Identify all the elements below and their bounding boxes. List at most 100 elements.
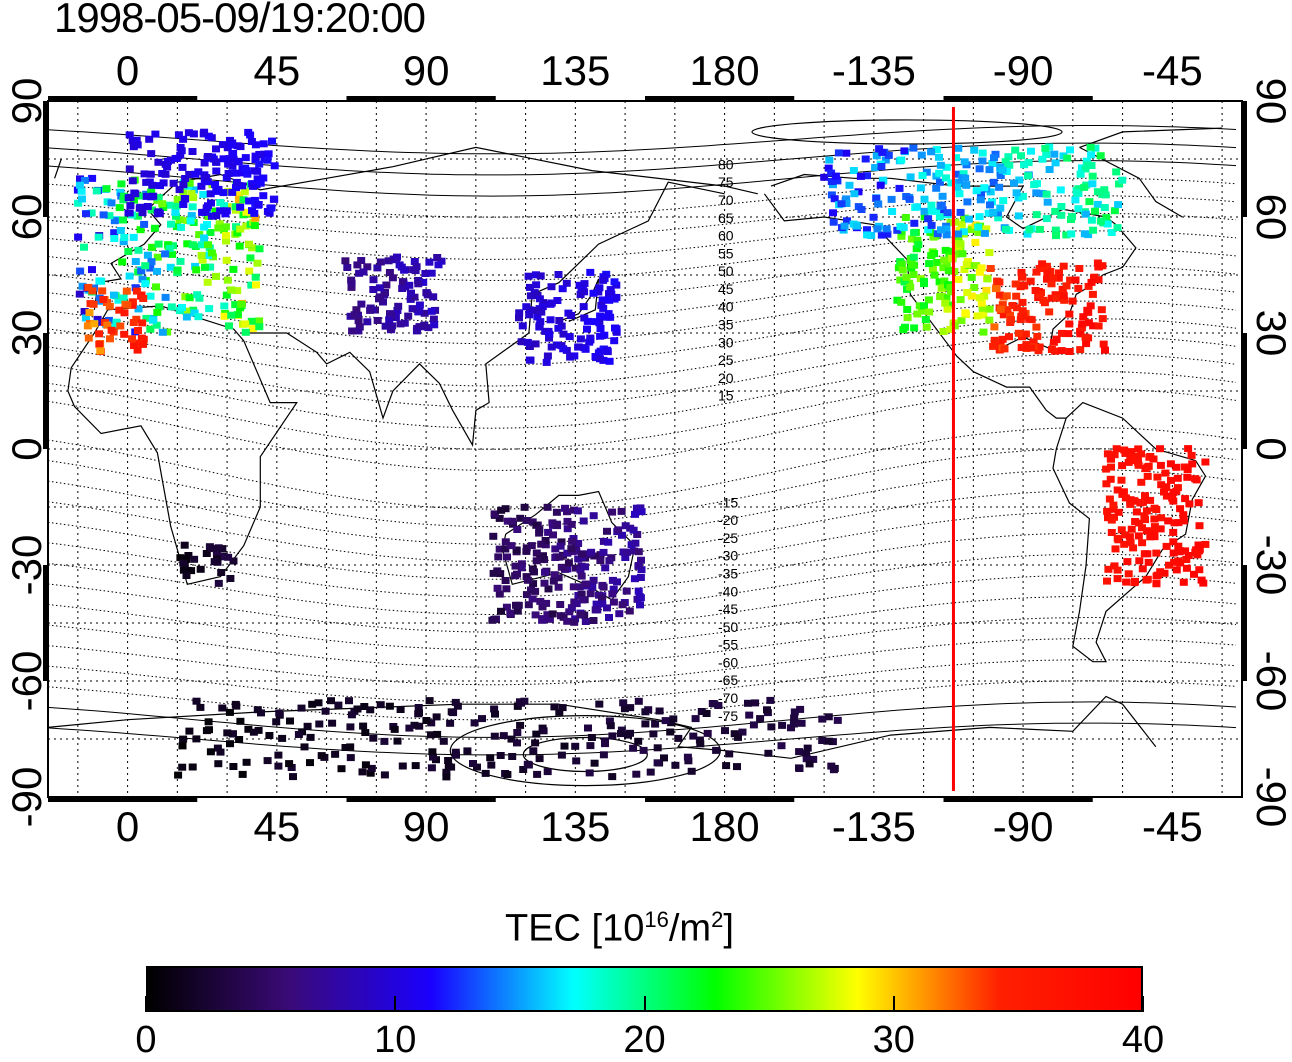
tec-pixel (539, 727, 548, 735)
tec-pixel (637, 508, 646, 516)
tec-pixel (581, 618, 590, 625)
tec-pixel (603, 346, 612, 354)
tec-pixel (763, 706, 771, 714)
tec-pixel (412, 263, 421, 271)
tec-pixel (158, 328, 167, 336)
tec-pixel (143, 203, 152, 210)
tec-pixel (559, 613, 568, 621)
tec-pixel (947, 254, 956, 262)
tec-pixel (1031, 287, 1040, 294)
tec-pixel (967, 226, 976, 234)
tec-pixel (897, 232, 906, 240)
tec-pixel (646, 768, 655, 776)
tec-pixel (212, 548, 221, 556)
colorbar-tick-label: 30 (872, 1019, 915, 1061)
tec-pixel (251, 273, 260, 281)
tec-pixel (1071, 276, 1080, 284)
tec-pixel (398, 278, 407, 286)
tec-pixel (951, 218, 960, 226)
tec-pixel (924, 296, 933, 304)
tec-pixel (721, 727, 729, 735)
tec-pixel (1183, 473, 1192, 481)
tec-pixel (361, 729, 370, 736)
tec-pixel (730, 730, 739, 738)
geomagnetic-contour (47, 230, 1237, 282)
tec-pixel (669, 715, 678, 723)
tec-pixel (897, 298, 906, 306)
tec-pixel (583, 325, 591, 333)
tec-pixel (405, 724, 414, 732)
tec-pixel (1004, 153, 1013, 161)
tec-pixel (567, 520, 576, 528)
tec-pixel (278, 734, 287, 742)
tec-pixel (1145, 453, 1154, 461)
tec-pixel (419, 278, 428, 286)
tec-pixel (594, 349, 603, 357)
tec-pixel (1030, 181, 1039, 189)
tec-pixel (1150, 533, 1159, 541)
tec-pixel (863, 226, 871, 234)
tec-pixel (502, 603, 511, 611)
tec-pixel (491, 710, 499, 718)
tec-pixel (222, 174, 231, 182)
tec-pixel (588, 583, 597, 591)
tec-pixel (942, 225, 951, 233)
left-lat-tick-label: -30 (3, 535, 50, 596)
tec-pixel (1167, 476, 1175, 484)
tec-pixel (78, 282, 87, 290)
tec-pixel (920, 207, 929, 215)
tec-pixel (1169, 528, 1178, 536)
tec-pixel (242, 222, 251, 230)
tec-pixel (954, 275, 963, 283)
contour-label: 60 (718, 228, 734, 244)
tec-pixel (937, 201, 946, 209)
tec-pixel (198, 208, 207, 216)
contour-label: -75 (718, 708, 738, 724)
map-frame-segment (48, 96, 198, 101)
tec-pixel (147, 188, 156, 196)
tec-pixel (632, 504, 641, 512)
tec-pixel (1107, 516, 1116, 524)
tec-pixel (572, 600, 581, 608)
tec-pixel (84, 283, 93, 291)
tec-pixel (555, 553, 564, 561)
tec-pixel (577, 572, 586, 580)
tec-pixel (554, 271, 563, 278)
tec-pixel (563, 517, 572, 525)
tec-pixel (956, 296, 965, 304)
tec-pixel (884, 151, 893, 159)
tec-pixel (114, 296, 123, 304)
tec-pixel (185, 179, 194, 187)
tec-pixel (1088, 172, 1097, 180)
tec-pixel (233, 287, 242, 295)
tec-pixel (910, 229, 919, 237)
tec-pixel (1137, 450, 1146, 458)
tec-pixel (529, 747, 538, 755)
tec-pixel (171, 208, 180, 216)
tec-pixel (522, 573, 531, 581)
tec-pixel (148, 243, 157, 251)
tec-pixel (1150, 523, 1159, 531)
contour-label: 15 (718, 388, 734, 404)
tec-pixel (238, 182, 247, 190)
tec-pixel (357, 300, 366, 308)
tec-pixel (153, 267, 161, 275)
tec-pixel (542, 599, 551, 607)
tec-pixel (601, 564, 610, 572)
tec-pixel (1035, 291, 1044, 298)
tec-pixel (236, 143, 245, 151)
tec-pixel (1124, 570, 1133, 578)
tec-pixel (253, 175, 262, 183)
tec-pixel (594, 288, 603, 296)
tec-pixel (1184, 552, 1193, 559)
tec-pixel (649, 730, 658, 738)
tec-pixel (523, 338, 532, 346)
tec-pixel (226, 575, 235, 582)
tec-pixel (354, 317, 363, 325)
tec-pixel (1134, 445, 1143, 453)
tec-pixel (653, 744, 662, 752)
contour-label: -70 (718, 690, 738, 706)
tec-pixel (1179, 511, 1188, 519)
tec-pixel (1098, 315, 1107, 323)
tec-pixel (1077, 324, 1086, 332)
